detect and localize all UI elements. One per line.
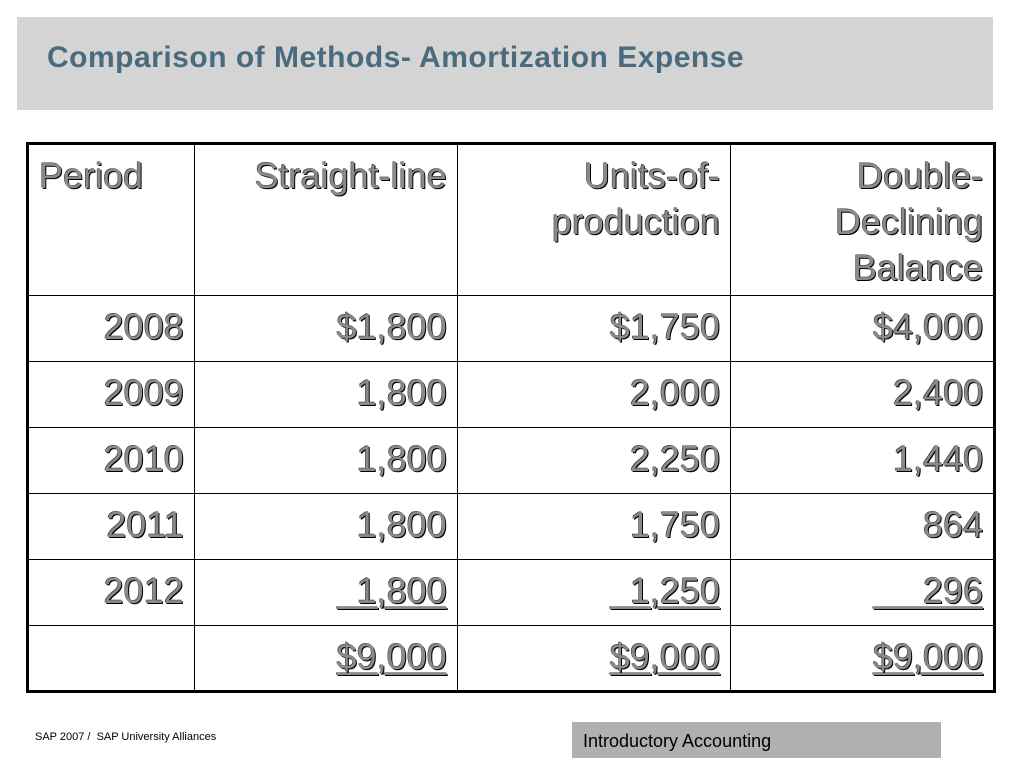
slide-title: Comparison of Methods- Amortization Expe…	[47, 41, 745, 74]
cell-double-declining: 2,400	[729, 361, 996, 428]
footer-course-box: Introductory Accounting	[572, 722, 941, 758]
header-straight-line: Straight-line	[193, 143, 458, 296]
underlined-total: $9,000	[609, 636, 720, 677]
cell-units-of-production: 2,250	[456, 427, 731, 494]
cell-period: 2008	[27, 295, 195, 362]
table-row: 2011 1,800 1,750 864	[27, 493, 996, 560]
total-units-of-production: $9,000	[456, 625, 731, 692]
cell-period: 2011	[27, 493, 195, 560]
cell-straight-line: $1,800	[193, 295, 458, 362]
cell-double-declining: 296	[729, 559, 996, 626]
table-row: 2012 1,800 1,250 296	[27, 559, 996, 626]
table-row: 2009 1,800 2,000 2,400	[27, 361, 996, 428]
cell-period: 2012	[27, 559, 195, 626]
total-double-declining: $9,000	[729, 625, 996, 692]
header-period: Period	[27, 143, 195, 296]
cell-period: 2009	[27, 361, 195, 428]
cell-double-declining: $4,000	[729, 295, 996, 362]
underlined-value: 296	[872, 570, 983, 611]
table-total-row: $9,000 $9,000 $9,000	[27, 625, 996, 692]
cell-units-of-production: 1,750	[456, 493, 731, 560]
cell-units-of-production: 1,250	[456, 559, 731, 626]
header-double-declining: Double-Declining Balance	[729, 143, 996, 296]
title-bar: Comparison of Methods- Amortization Expe…	[17, 17, 993, 110]
table-header-row: Period Straight-line Units-of-production…	[27, 143, 996, 296]
cell-straight-line: 1,800	[193, 559, 458, 626]
footer-course-label: Introductory Accounting	[583, 731, 772, 751]
footer-copyright: SAP 2007 / SAP University Alliances	[35, 731, 217, 743]
cell-double-declining: 864	[729, 493, 996, 560]
table-row: 2010 1,800 2,250 1,440	[27, 427, 996, 494]
cell-double-declining: 1,440	[729, 427, 996, 494]
header-units-of-production: Units-of-production	[456, 143, 731, 296]
cell-straight-line: 1,800	[193, 493, 458, 560]
total-straight-line: $9,000	[193, 625, 458, 692]
cell-straight-line: 1,800	[193, 427, 458, 494]
underlined-total: $9,000	[336, 636, 447, 677]
amortization-table: Period Straight-line Units-of-production…	[26, 142, 996, 693]
cell-straight-line: 1,800	[193, 361, 458, 428]
underlined-value: 1,800	[336, 570, 447, 611]
cell-units-of-production: 2,000	[456, 361, 731, 428]
cell-units-of-production: $1,750	[456, 295, 731, 362]
underlined-total: $9,000	[872, 636, 983, 677]
underlined-value: 1,250	[609, 570, 720, 611]
table-row: 2008 $1,800 $1,750 $4,000	[27, 295, 996, 362]
cell-period: 2010	[27, 427, 195, 494]
cell-period	[27, 625, 195, 692]
